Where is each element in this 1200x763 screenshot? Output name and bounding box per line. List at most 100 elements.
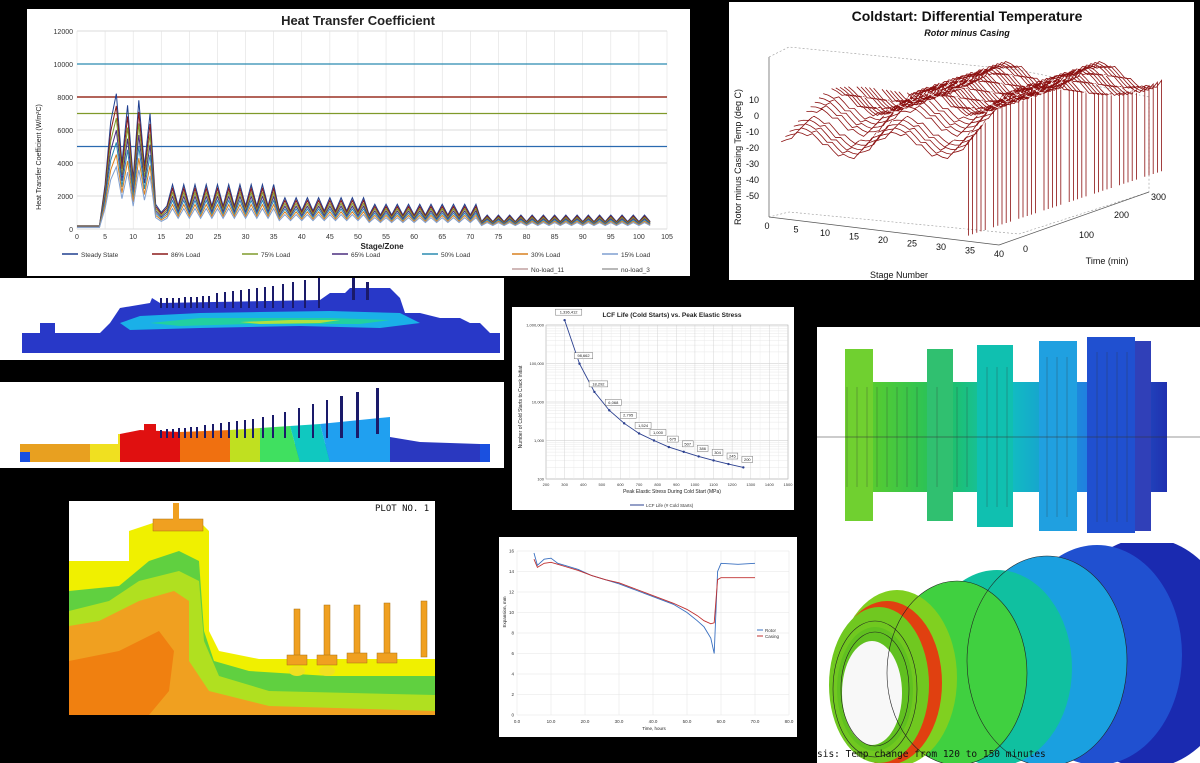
coldstart-xtick-label: 15 [849, 232, 859, 242]
expansion-xtick-label: 60.0 [717, 719, 726, 724]
htc-xtick-label: 40 [298, 234, 306, 241]
expansion-ylabel: Expansion, mm [502, 596, 507, 627]
lcf-point [563, 318, 566, 322]
htc-xtick-label: 80 [523, 234, 531, 241]
coldstart-surface-line [802, 111, 990, 229]
htc-xtick-label: 75 [495, 234, 503, 241]
coldstart-surface-line [814, 100, 1003, 225]
coldstart-ztick-label: -30 [746, 159, 759, 169]
coldstart-surface-line [785, 127, 974, 235]
lcf-point-label-box [555, 308, 583, 316]
htc-legend-label: 50% Load [441, 252, 471, 259]
expansion-xtick-label: 50.0 [683, 719, 692, 724]
lcf-point-label-box [711, 449, 724, 456]
coldstart-ztick-label: 0 [754, 111, 759, 121]
htc-xtick-label: 25 [214, 234, 222, 241]
lcf-point-label: 200 [744, 457, 751, 462]
coldstart-xtick-label: 40 [994, 249, 1004, 259]
lcf-point [578, 362, 581, 365]
coldstart-ztick-label: -40 [746, 175, 759, 185]
expansion-xtick-label: 10.0 [547, 719, 556, 724]
expansion-ytick-label: 16 [509, 549, 515, 554]
lcf-point [727, 462, 730, 466]
htc-legend-label: 15% Load [621, 252, 651, 259]
expansion-ytick-label: 8 [511, 631, 514, 636]
htc-ytick-label: 12000 [54, 29, 74, 36]
lcf-xtick-label: 1100 [709, 482, 718, 487]
lcf-point-label-box [726, 452, 739, 460]
lcf-point-label-box [605, 399, 622, 406]
lcf-point [622, 422, 626, 425]
lcf-point-label: 245 [729, 453, 736, 458]
expansion-series-line [533, 552, 756, 654]
lcf-point-label-box [634, 422, 652, 429]
htc-xtick-label: 5 [103, 234, 107, 241]
coldstart-xtick-label: 5 [793, 225, 798, 235]
lcf-point [697, 455, 700, 458]
expansion-xtick-label: 80.0 [785, 719, 794, 724]
htc-series-line [77, 165, 651, 228]
lcf-point-label: 1,336,412 [560, 310, 579, 315]
htc-legend-label: No-load_11 [531, 267, 565, 274]
lcf-ylabel: Number of Cold Starts to Crack Initiat [518, 365, 524, 448]
coldstart-surface-line [936, 68, 1125, 184]
htc-xtick-label: 20 [185, 234, 193, 241]
htc-legend-label: 65% Load [351, 252, 381, 259]
htc-xlabel: Stage/Zone [360, 242, 404, 251]
rotor-contour-upper [0, 278, 504, 360]
lcf-point [742, 466, 745, 469]
lcf-chart: LCF Life (Cold Starts) vs. Peak Elastic … [518, 308, 793, 508]
coldstart-surface-line [911, 73, 1100, 193]
coldstart-xtick-label: 30 [936, 242, 946, 252]
htc-ytick-label: 4000 [57, 161, 73, 168]
coldstart-surface-line [919, 72, 1108, 190]
lcf-xtick-label: 600 [617, 482, 624, 487]
lcf-series-line [564, 320, 744, 468]
lcf-point-label-box [588, 380, 608, 388]
lcf-point [593, 390, 596, 394]
lcf-ytick-label: 1,000,000 [526, 323, 545, 328]
htc-xtick-label: 30 [242, 234, 250, 241]
htc-xtick-label: 10 [129, 234, 137, 241]
lcf-xtick-label: 400 [580, 482, 587, 487]
lcf-point [682, 450, 685, 454]
coldstart-ztick-label: -10 [746, 127, 759, 137]
lcf-xtick-label: 200 [543, 482, 550, 487]
coldstart-ztick-label: -50 [746, 191, 759, 201]
expansion-ytick-label: 2 [511, 692, 514, 697]
rotor-contour-lower [0, 382, 504, 468]
expansion-xtick-label: 30.0 [615, 719, 624, 724]
expansion-chart: Expansion, mm Time, hours 0 2 4 6 8 10 12 14 16 0… [502, 549, 794, 732]
coldstart-title: Coldstart: Differential Temperature [852, 8, 1083, 24]
coldstart-xlabel: Stage Number [870, 270, 928, 280]
htc-xtick-label: 100 [633, 234, 645, 241]
htc-xtick-label: 105 [661, 234, 673, 241]
expansion-ytick-label: 14 [509, 569, 515, 574]
lcf-point-label: 1,000 [653, 430, 664, 435]
lcf-point-label: 1,524 [638, 423, 649, 428]
lcf-chart-panel: LCF Life (Cold Starts) vs. Peak Elastic … [512, 307, 794, 510]
coldstart-surface-line [793, 119, 982, 232]
coldstart-xtick-label: 35 [965, 246, 975, 256]
casing-contour-2d-graphic [817, 337, 1200, 533]
coldstart-surface-line [848, 86, 1037, 214]
htc-legend-label: no-load_3 [621, 267, 650, 274]
expansion-xtick-label: 0.0 [514, 719, 521, 724]
htc-legend-label: Steady State [81, 252, 119, 259]
htc-xtick-label: 85 [551, 234, 559, 241]
htc-title: Heat Transfer Coefficient [281, 13, 436, 28]
rotor-contour-lower-graphic [20, 388, 490, 462]
expansion-ytick-label: 0 [511, 713, 514, 718]
coldstart-surface-line [869, 80, 1058, 207]
htc-xtick-label: 95 [607, 234, 615, 241]
coldstart-chart: Coldstart: Differential Temperature Roto… [733, 8, 1166, 280]
htc-series-line [77, 154, 651, 228]
lcf-xtick-label: 1400 [765, 482, 775, 487]
lcf-title: LCF Life (Cold Starts) vs. Peak Elastic … [602, 312, 741, 319]
lcf-point-label: 304 [714, 450, 721, 455]
coldstart-surface-line [789, 123, 978, 233]
lcf-xtick-label: 500 [599, 482, 606, 487]
coldstart-surface-line [965, 63, 1154, 174]
htc-xtick-label: 65 [438, 234, 446, 241]
coldstart-ztick-label: -20 [746, 143, 759, 153]
